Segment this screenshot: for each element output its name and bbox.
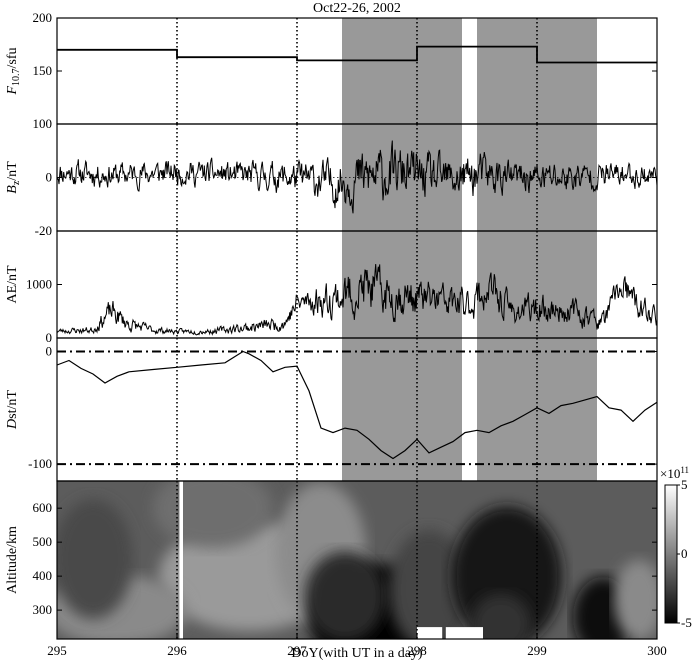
density-frame xyxy=(56,480,658,640)
x-tick-label: 300 xyxy=(647,643,667,658)
density-ytick-label: 400 xyxy=(33,568,53,583)
colorbar: 5 0 -5 ×1011 xyxy=(660,465,692,630)
y-axis-labels: F10.7/sfu Bz/nT AE/nT Dst/nT Altitude/km xyxy=(5,47,22,593)
density-ylabel: Altitude/km xyxy=(5,526,20,594)
density-blob-8 xyxy=(471,593,531,639)
density-blob-2 xyxy=(57,499,133,620)
density-blob-6 xyxy=(389,529,469,639)
x-tick-label: 298 xyxy=(407,643,427,658)
dst-series-line xyxy=(56,350,658,460)
x-tick-label: 296 xyxy=(167,643,187,658)
shaded-intervals xyxy=(342,18,597,481)
ae-series-line xyxy=(56,264,658,336)
density-gap-0 xyxy=(179,481,183,639)
density-blob-10 xyxy=(614,559,657,639)
colorbar-tick-label: 5 xyxy=(681,477,688,492)
ae-ylabel: AE/nT xyxy=(5,265,20,304)
density-ytick-label: 600 xyxy=(33,500,53,515)
f107-ytick-label: 150 xyxy=(33,63,53,78)
dst-ytick-label: -100 xyxy=(28,456,52,471)
f107-ytick-label: 100 xyxy=(33,116,53,131)
f107-ytick-label: 200 xyxy=(33,10,53,25)
bz-ytick-label: 0 xyxy=(46,170,53,185)
shaded-interval-0 xyxy=(342,18,462,481)
ae-ytick-label: 1000 xyxy=(26,277,52,292)
f107-step-line xyxy=(57,45,657,64)
density-white-block-1 xyxy=(445,627,483,639)
colorbar-tick-label: -5 xyxy=(681,615,692,630)
density-panel xyxy=(57,481,657,639)
chart-title: Oct22-26, 2002 xyxy=(313,1,401,16)
colorbar-gradient xyxy=(664,484,678,624)
guide-lines xyxy=(57,18,657,639)
density-ytick-label: 500 xyxy=(33,534,53,549)
dst-ytick-label: 0 xyxy=(46,344,53,359)
f107-ylabel: F10.7/sfu xyxy=(5,47,22,95)
x-tick-label: 295 xyxy=(47,643,67,658)
x-tick-label: 297 xyxy=(287,643,307,658)
colorbar-tick-label: 0 xyxy=(681,546,688,561)
x-tick-label: 299 xyxy=(527,643,547,658)
colorbar-label: ×1011 xyxy=(660,465,689,481)
panel-frames xyxy=(56,17,658,640)
density-blob-11 xyxy=(153,481,273,549)
bz-ylabel: Bz/nT xyxy=(5,161,22,194)
bz-ytick-label: -20 xyxy=(35,223,52,238)
density-ytick-label: 300 xyxy=(33,602,53,617)
dst-ylabel: Dst/nT xyxy=(5,390,20,430)
bz-series-line xyxy=(56,140,658,214)
density-white-block-0 xyxy=(417,627,443,639)
ae-ytick-label: 0 xyxy=(46,330,53,345)
x-axis-label: DoY(with UT in a day) xyxy=(291,646,422,661)
density-blob-5 xyxy=(305,551,385,639)
data-series xyxy=(56,45,658,460)
